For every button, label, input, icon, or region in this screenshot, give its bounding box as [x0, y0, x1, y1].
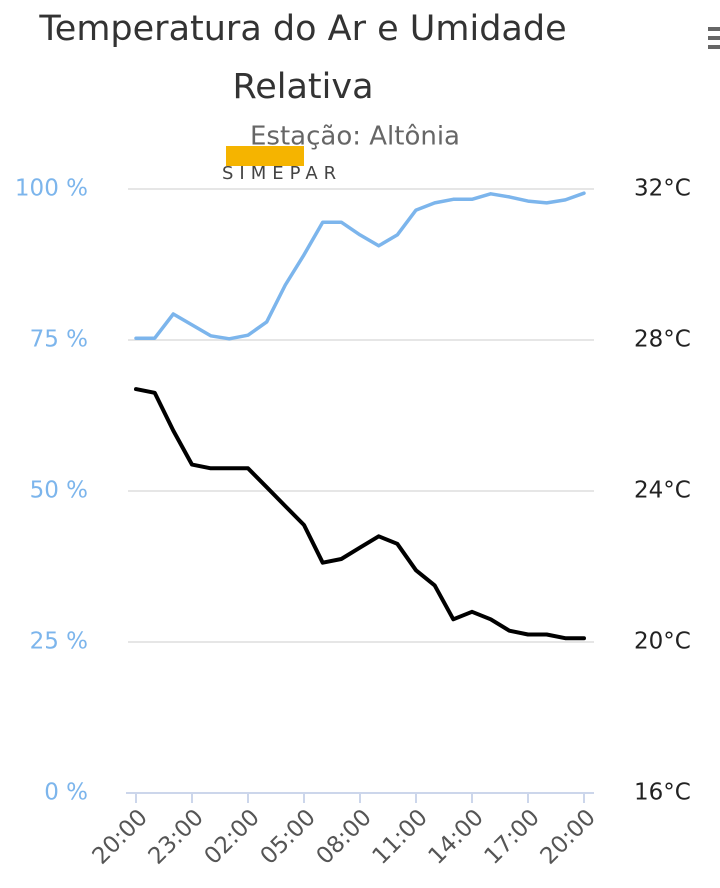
logo: SIMEPAR: [222, 163, 342, 184]
y2-tick-label: 24°C: [634, 478, 691, 504]
y-tick-label: 25 %: [30, 629, 88, 655]
x-tick-label: 17:00: [480, 804, 545, 869]
x-tick-label: 11:00: [368, 804, 433, 869]
x-tick-label: 02:00: [200, 804, 265, 869]
y-tick-label: 0 %: [44, 780, 88, 806]
y2-tick-label: 20°C: [634, 629, 691, 655]
x-tick-label: 08:00: [312, 804, 377, 869]
series-line: [134, 387, 586, 641]
series-line: [134, 191, 586, 341]
x-tick-label: 05:00: [256, 804, 321, 869]
x-tick-label: 14:00: [424, 804, 489, 869]
y2-tick-label: 32°C: [634, 176, 691, 202]
x-tick-label: 20:00: [536, 804, 601, 869]
x-tick-label: 20:00: [88, 804, 153, 869]
menu-icon[interactable]: [708, 27, 720, 49]
y-tick-label: 75 %: [30, 327, 88, 353]
menu-bar: [708, 45, 720, 49]
x-tick-label: 23:00: [144, 804, 209, 869]
y2-tick-label: 28°C: [634, 327, 691, 353]
menu-bar: [708, 36, 720, 40]
y-tick-label: 50 %: [30, 478, 88, 504]
logo-block: [226, 146, 304, 166]
y2-tick-label: 16°C: [634, 780, 691, 806]
chart-title: Temperatura do Ar e Umidade Relativa: [39, 9, 567, 107]
y-tick-label: 100 %: [15, 176, 88, 202]
menu-bar: [708, 27, 720, 31]
chart-subtitle: Estação: Altônia: [250, 122, 460, 152]
